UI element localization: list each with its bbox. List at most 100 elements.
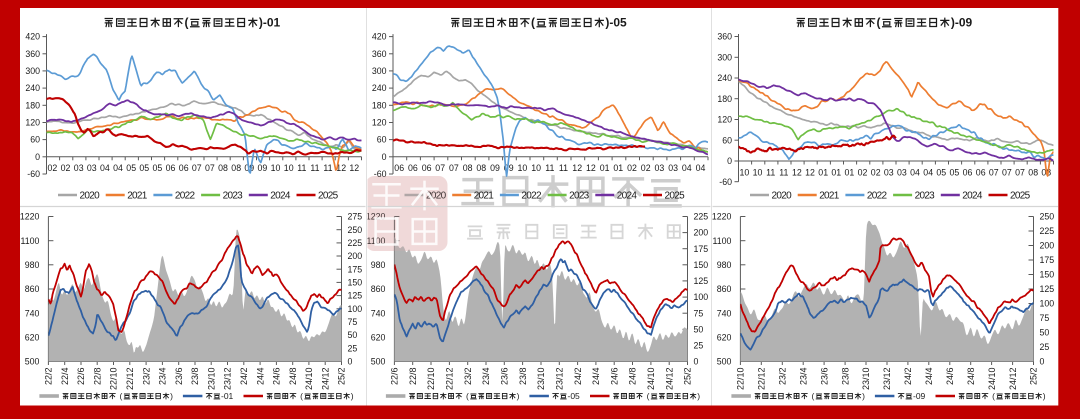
- svg-text:07: 07: [205, 163, 215, 173]
- svg-text:2021: 2021: [474, 191, 495, 202]
- svg-text:24/4: 24/4: [924, 368, 934, 386]
- svg-text:50: 50: [694, 324, 704, 334]
- svg-text:03: 03: [74, 163, 84, 173]
- svg-text:200: 200: [1040, 241, 1055, 251]
- svg-text:200: 200: [694, 228, 709, 238]
- svg-text:60: 60: [722, 135, 732, 145]
- svg-text:(: (: [647, 391, 650, 401]
- svg-text:0: 0: [348, 357, 353, 367]
- svg-text:02: 02: [48, 163, 58, 173]
- svg-text:100: 100: [694, 292, 709, 302]
- svg-text:06: 06: [963, 167, 973, 177]
- svg-text:24/8: 24/8: [288, 368, 298, 386]
- svg-text:23/8: 23/8: [840, 368, 850, 386]
- svg-text:): ): [1043, 391, 1046, 401]
- svg-text:(: (: [185, 15, 189, 29]
- svg-text:22/2: 22/2: [44, 368, 54, 386]
- svg-text:25/2: 25/2: [337, 368, 347, 386]
- svg-text:180: 180: [372, 100, 387, 110]
- svg-text:06: 06: [166, 163, 176, 173]
- svg-text:1220: 1220: [20, 212, 40, 222]
- svg-text:07: 07: [989, 167, 999, 177]
- svg-text:22/6: 22/6: [76, 368, 86, 386]
- svg-text:24/6: 24/6: [272, 368, 282, 386]
- svg-text:06: 06: [179, 163, 189, 173]
- svg-text:22/8: 22/8: [408, 368, 418, 386]
- svg-text:980: 980: [25, 260, 40, 270]
- svg-text:01: 01: [845, 167, 855, 177]
- svg-text:1220: 1220: [712, 212, 732, 222]
- svg-text:620: 620: [717, 332, 732, 342]
- svg-text:0: 0: [694, 357, 699, 367]
- svg-text:02: 02: [61, 163, 71, 173]
- svg-text:08: 08: [231, 163, 241, 173]
- svg-text:11: 11: [559, 163, 568, 173]
- svg-text:01: 01: [600, 163, 610, 173]
- svg-text:05: 05: [153, 163, 163, 173]
- svg-text:01: 01: [613, 163, 623, 173]
- svg-text:08: 08: [463, 163, 473, 173]
- svg-text:24/2: 24/2: [573, 368, 583, 386]
- svg-text:180: 180: [25, 100, 40, 110]
- svg-text:07: 07: [449, 163, 459, 173]
- svg-text:24/4: 24/4: [255, 368, 265, 386]
- svg-text:860: 860: [371, 284, 386, 294]
- svg-text:09: 09: [490, 163, 500, 173]
- svg-text:): ): [862, 391, 865, 401]
- svg-text:360: 360: [372, 49, 387, 59]
- svg-text:22/10: 22/10: [109, 368, 119, 391]
- svg-text:12: 12: [572, 163, 582, 173]
- svg-text:2023: 2023: [223, 191, 244, 202]
- svg-text:125: 125: [348, 291, 363, 301]
- svg-text:300: 300: [372, 66, 387, 76]
- svg-text:24/8: 24/8: [628, 368, 638, 386]
- svg-text:2024: 2024: [617, 191, 638, 202]
- svg-text:2020: 2020: [80, 191, 101, 202]
- svg-text:-09: -09: [913, 391, 926, 401]
- svg-text:05: 05: [950, 167, 960, 177]
- svg-text:2024: 2024: [962, 191, 983, 202]
- svg-text:24/10: 24/10: [646, 368, 656, 391]
- svg-text:25/2: 25/2: [683, 368, 693, 386]
- svg-text:150: 150: [694, 260, 709, 270]
- svg-text:420: 420: [25, 32, 40, 42]
- svg-text:24/12: 24/12: [664, 368, 674, 391]
- svg-text:03: 03: [655, 163, 665, 173]
- svg-text:23/4: 23/4: [158, 368, 168, 386]
- svg-text:60: 60: [30, 135, 40, 145]
- svg-text:24/4: 24/4: [591, 368, 601, 386]
- svg-text:(: (: [992, 391, 995, 401]
- svg-text:1100: 1100: [712, 236, 731, 246]
- svg-text:175: 175: [348, 264, 363, 274]
- svg-text:12: 12: [349, 163, 359, 173]
- svg-text:23/4: 23/4: [481, 368, 491, 386]
- svg-text:2022: 2022: [867, 191, 888, 202]
- svg-text:(: (: [466, 391, 469, 401]
- svg-text:22/8: 22/8: [93, 368, 103, 386]
- svg-text:04: 04: [100, 163, 110, 173]
- svg-text:02: 02: [871, 167, 881, 177]
- svg-text:2025: 2025: [1010, 191, 1031, 202]
- svg-text:-60: -60: [374, 169, 387, 179]
- svg-text:25: 25: [348, 343, 358, 353]
- svg-text:22/12: 22/12: [445, 368, 455, 391]
- svg-text:23/2: 23/2: [463, 368, 473, 386]
- svg-text:23/8: 23/8: [190, 368, 200, 386]
- svg-text:(: (: [120, 391, 123, 401]
- svg-text:150: 150: [348, 278, 363, 288]
- svg-text:11: 11: [779, 167, 788, 177]
- svg-text:12: 12: [792, 167, 802, 177]
- svg-text:620: 620: [25, 332, 40, 342]
- svg-text:11: 11: [766, 167, 775, 177]
- svg-text:(: (: [812, 391, 815, 401]
- svg-text:(: (: [531, 15, 535, 29]
- svg-text:24/12: 24/12: [320, 368, 330, 391]
- svg-text:740: 740: [25, 308, 40, 318]
- svg-text:0: 0: [35, 152, 40, 162]
- svg-text:240: 240: [372, 83, 387, 93]
- svg-text:300: 300: [717, 52, 732, 62]
- svg-text:08: 08: [476, 163, 486, 173]
- svg-text:): ): [170, 391, 173, 401]
- svg-text:25/2: 25/2: [1029, 368, 1039, 386]
- svg-text:10: 10: [271, 163, 281, 173]
